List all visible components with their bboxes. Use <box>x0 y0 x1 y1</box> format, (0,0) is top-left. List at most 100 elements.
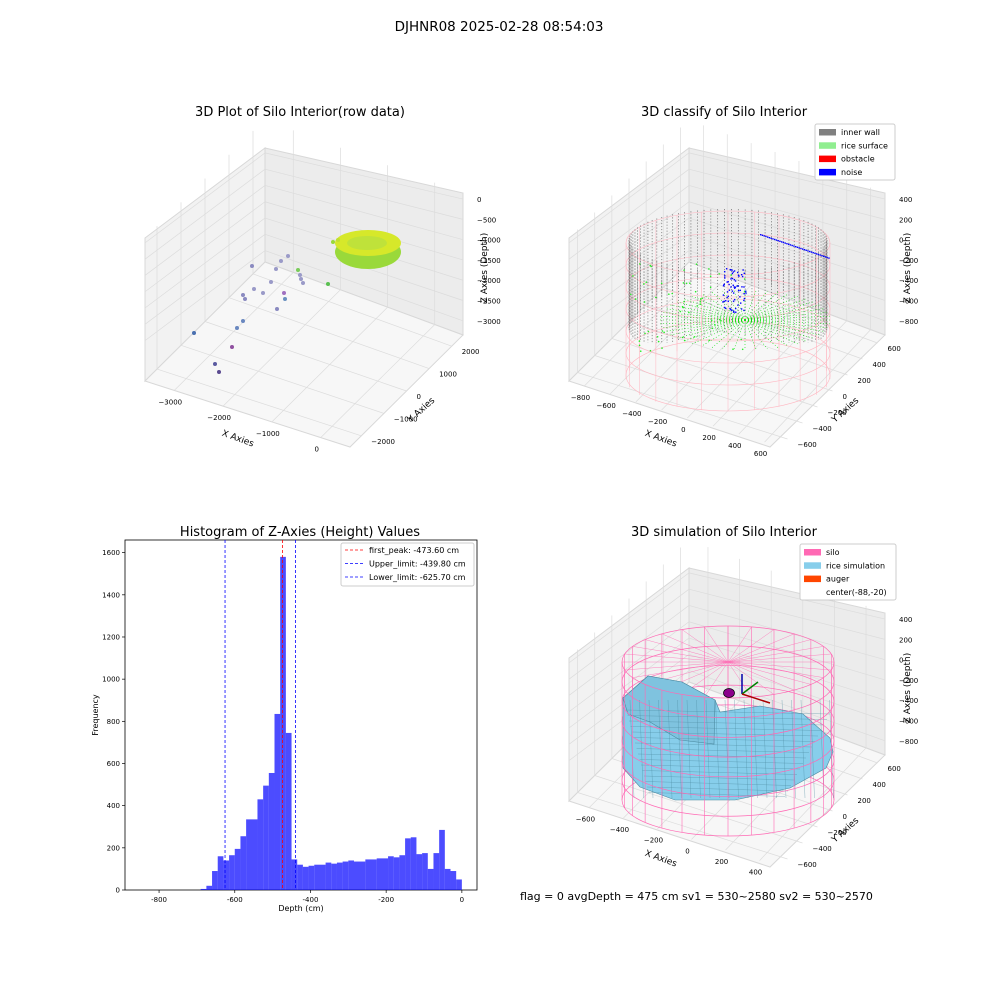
tick-labels: −600−400−2000200400−600−400−200020040060… <box>576 616 918 877</box>
histogram-bar <box>353 861 366 890</box>
x-tick-label: −2000 <box>207 414 231 422</box>
panel-title: 3D Plot of Silo Interior(row data) <box>195 105 405 120</box>
silo-roof-spoke <box>645 639 729 663</box>
histogram-bar <box>410 837 417 890</box>
histogram-bar <box>223 860 230 890</box>
tick-labels: −800−600−400−2000200400600−600−400−20002… <box>571 196 918 458</box>
rice-surface-ray <box>661 311 746 321</box>
noise-point <box>803 249 806 251</box>
y-tick-label: 0 <box>116 887 120 895</box>
histogram-bar <box>444 868 451 890</box>
rice-surface-point <box>650 265 652 268</box>
histogram-bar <box>365 859 377 890</box>
rice-surface-point <box>695 263 698 265</box>
rice-surface-point <box>683 339 686 342</box>
gridline-z <box>688 572 886 620</box>
gridline-z-left <box>144 234 266 325</box>
panel-title: 3D classify of Silo Interior <box>641 105 808 120</box>
noise-point <box>814 252 816 254</box>
data-point <box>299 277 303 281</box>
rice-surface-point <box>639 263 641 265</box>
noise-point <box>724 275 726 277</box>
y-tick-label: 800 <box>107 718 120 726</box>
gridline-y <box>663 287 863 360</box>
data-point <box>241 293 245 297</box>
rice-surface-point <box>683 269 685 271</box>
x-axis-label: X Axies <box>643 429 678 450</box>
rice-surface-ray <box>711 292 746 321</box>
noise-point <box>726 281 728 283</box>
z-tick-label: −200 <box>899 257 918 265</box>
rice-surface-point <box>743 290 746 293</box>
rice-surface-point <box>699 298 702 300</box>
noise-point <box>728 289 731 291</box>
y-tick-label: 600 <box>888 765 901 773</box>
rice-surface-point <box>718 273 720 275</box>
gridline-y <box>252 273 452 347</box>
gridline-z <box>688 670 886 742</box>
noise-point <box>743 286 745 288</box>
x-tick-label: 0 <box>681 426 685 434</box>
rice-surface-point <box>701 297 704 299</box>
y-tick-label: 0 <box>417 393 421 401</box>
mesh-line <box>686 699 692 799</box>
z-tick-label: −600 <box>899 298 918 306</box>
legend-label: rice simulation <box>826 561 885 570</box>
y-tick-label: 1200 <box>102 633 120 641</box>
histogram-bar <box>308 865 315 890</box>
gridline-z <box>688 217 886 281</box>
y-tick-label: 400 <box>873 361 886 369</box>
histogram-bar <box>388 856 394 890</box>
z-axis-label: Z Axies (Depth) <box>903 653 913 724</box>
rice-surface-point <box>710 319 713 322</box>
rice-surface-point <box>657 340 660 343</box>
rice-surface-ray <box>711 319 746 348</box>
z-axis-label: Z Axies (Depth) <box>480 233 490 304</box>
noise-point <box>765 235 767 238</box>
histogram-bar <box>399 855 406 890</box>
noise-point <box>761 234 764 236</box>
y-tick-label: −1000 <box>394 415 418 423</box>
z-tick-label: −400 <box>899 697 918 705</box>
noise-point <box>743 293 745 295</box>
point-cloud-rows <box>192 230 401 374</box>
noise-point <box>723 284 725 286</box>
y-tick-label: 0 <box>843 393 847 401</box>
x-tick-label: −3000 <box>158 398 182 406</box>
z-tick-label: 200 <box>899 636 912 644</box>
rice-surface-point <box>638 344 641 347</box>
gridline-z <box>688 588 886 640</box>
noise-point <box>734 307 737 310</box>
histogram-bar <box>285 732 292 890</box>
rice-surface-point <box>679 310 682 313</box>
rice-surface-point <box>730 274 732 276</box>
data-point <box>301 281 305 285</box>
silo-roof-spoke <box>727 661 795 691</box>
gridline-z-left <box>144 168 266 260</box>
rice-surface-ray <box>744 315 831 321</box>
rice-surface-point <box>681 336 684 339</box>
rice-surface-ray <box>744 304 820 321</box>
panel-raw-data: 3D Plot of Silo Interior(row data) −3000… <box>144 105 501 454</box>
gridline-z <box>688 605 886 660</box>
auger-marker <box>723 688 735 698</box>
rice-surface-point <box>643 283 645 285</box>
figure-title: DJHNR08 2025-02-28 08:54:03 <box>395 19 604 35</box>
rice-surface-point <box>634 298 637 300</box>
z-tick-label: −200 <box>899 677 918 685</box>
x-tick-label: 0 <box>314 446 318 454</box>
data-point <box>274 267 278 271</box>
mesh-line <box>715 699 720 799</box>
auger <box>723 674 771 704</box>
axes-3d <box>144 147 464 448</box>
mesh-line <box>643 775 795 781</box>
rice-surface-point <box>632 275 634 277</box>
rice-surface-point <box>661 330 664 332</box>
rice-surface-point <box>685 282 688 285</box>
rice-surface-ray <box>722 290 746 321</box>
noise-point <box>779 240 781 242</box>
noise-point <box>733 311 735 313</box>
noise-point <box>796 246 799 248</box>
noise-point <box>729 269 732 271</box>
